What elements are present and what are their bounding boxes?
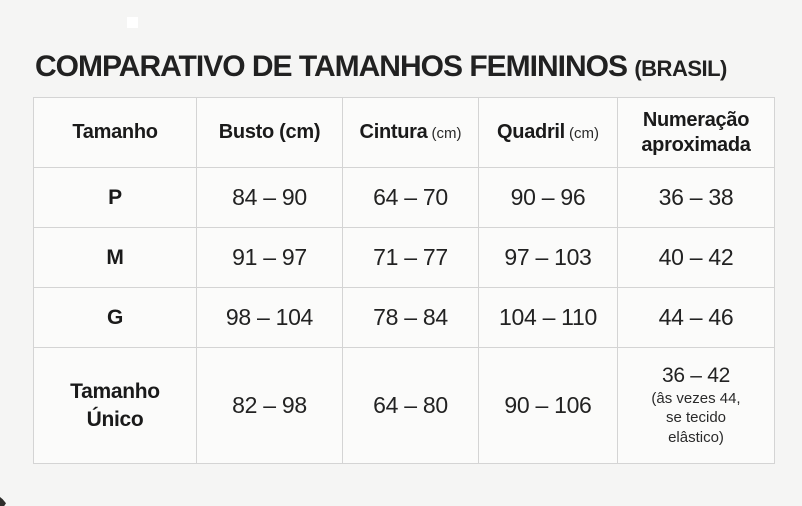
quadril-value: 90 – 96 [510, 184, 586, 210]
corner-artifact [0, 497, 6, 506]
size-comparison-table: Tamanho Busto (cm) Cintura (cm) Quadril (c… [33, 97, 775, 464]
header-busto: Busto (cm) [196, 97, 343, 168]
size-label: Tamanho Único [70, 380, 160, 431]
cell-cintura-g: 78 – 84 [342, 287, 479, 348]
cell-size-unico: Tamanho Único [33, 347, 197, 464]
header-tamanho: Tamanho [33, 97, 197, 168]
cintura-value: 64 – 80 [373, 392, 448, 418]
cell-quadril-p: 90 – 96 [478, 167, 618, 228]
busto-value: 84 – 90 [232, 184, 307, 210]
cintura-value: 71 – 77 [373, 244, 448, 270]
cell-numeracao-m: 40 – 42 [617, 227, 775, 288]
header-quadril-unit: (cm) [568, 125, 599, 142]
size-label: P [108, 185, 122, 209]
table-row-tamanho-unico: Tamanho Único 82 – 98 64 – 80 90 – 106 3… [33, 347, 775, 464]
header-cintura: Cintura (cm) [342, 97, 479, 168]
header-numeracao: Numeração aproximada [617, 97, 775, 168]
quadril-value: 97 – 103 [504, 244, 592, 270]
table-row-m: M 91 – 97 71 – 77 97 – 103 40 – 42 [33, 227, 775, 288]
numeracao-value: 36 – 42 [662, 363, 730, 387]
busto-value: 91 – 97 [232, 244, 307, 270]
decorative-square [127, 17, 138, 28]
cell-numeracao-g: 44 – 46 [617, 287, 775, 348]
table-row-p: P 84 – 90 64 – 70 90 – 96 36 – 38 [33, 167, 775, 228]
page-title: COMPARATIVO DE TAMANHOS FEMININOS (BRASI… [35, 50, 795, 84]
cintura-value: 78 – 84 [373, 304, 448, 330]
cell-cintura-m: 71 – 77 [342, 227, 479, 288]
numeracao-note: (âs vezes 44, se tecido elâstico) [651, 389, 741, 446]
header-numeracao-label: Numeração aproximada [641, 108, 751, 156]
quadril-value: 90 – 106 [504, 392, 592, 418]
cell-quadril-g: 104 – 110 [478, 287, 618, 348]
cell-busto-unico: 82 – 98 [196, 347, 343, 464]
page-title-main: COMPARATIVO DE TAMANHOS FEMININOS [35, 50, 628, 84]
header-quadril: Quadril (cm) [478, 97, 618, 168]
quadril-value: 104 – 110 [499, 304, 597, 330]
page-title-suffix: (BRASIL) [634, 56, 727, 82]
header-busto-label: Busto (cm) [218, 121, 321, 143]
numeracao-value: 44 – 46 [658, 304, 734, 330]
busto-value: 98 – 104 [225, 304, 314, 330]
cell-busto-m: 91 – 97 [196, 227, 343, 288]
size-label: M [106, 245, 124, 269]
cell-busto-g: 98 – 104 [196, 287, 343, 348]
numeracao-value: 40 – 42 [658, 244, 734, 270]
cell-size-g: G [33, 287, 197, 348]
size-label: G [106, 305, 124, 329]
cell-quadril-unico: 90 – 106 [478, 347, 618, 464]
cell-cintura-p: 64 – 70 [342, 167, 479, 228]
busto-value: 82 – 98 [232, 392, 307, 418]
header-cintura-label: Cintura [359, 121, 428, 143]
cell-cintura-unico: 64 – 80 [342, 347, 479, 464]
table-row-g: G 98 – 104 78 – 84 104 – 110 44 – 46 [33, 287, 775, 348]
cell-quadril-m: 97 – 103 [478, 227, 618, 288]
cell-busto-p: 84 – 90 [196, 167, 343, 228]
cell-numeracao-p: 36 – 38 [617, 167, 775, 228]
table-header-row: Tamanho Busto (cm) Cintura (cm) Quadril (c… [33, 97, 775, 168]
cell-numeracao-unico: 36 – 42 (âs vezes 44, se tecido elâstico… [617, 347, 775, 464]
cell-size-m: M [33, 227, 197, 288]
header-cintura-unit: (cm) [431, 125, 462, 142]
cell-size-p: P [33, 167, 197, 228]
header-quadril-label: Quadril [497, 121, 565, 143]
header-tamanho-label: Tamanho [72, 121, 158, 143]
cintura-value: 64 – 70 [373, 184, 448, 210]
numeracao-value: 36 – 38 [658, 184, 734, 210]
